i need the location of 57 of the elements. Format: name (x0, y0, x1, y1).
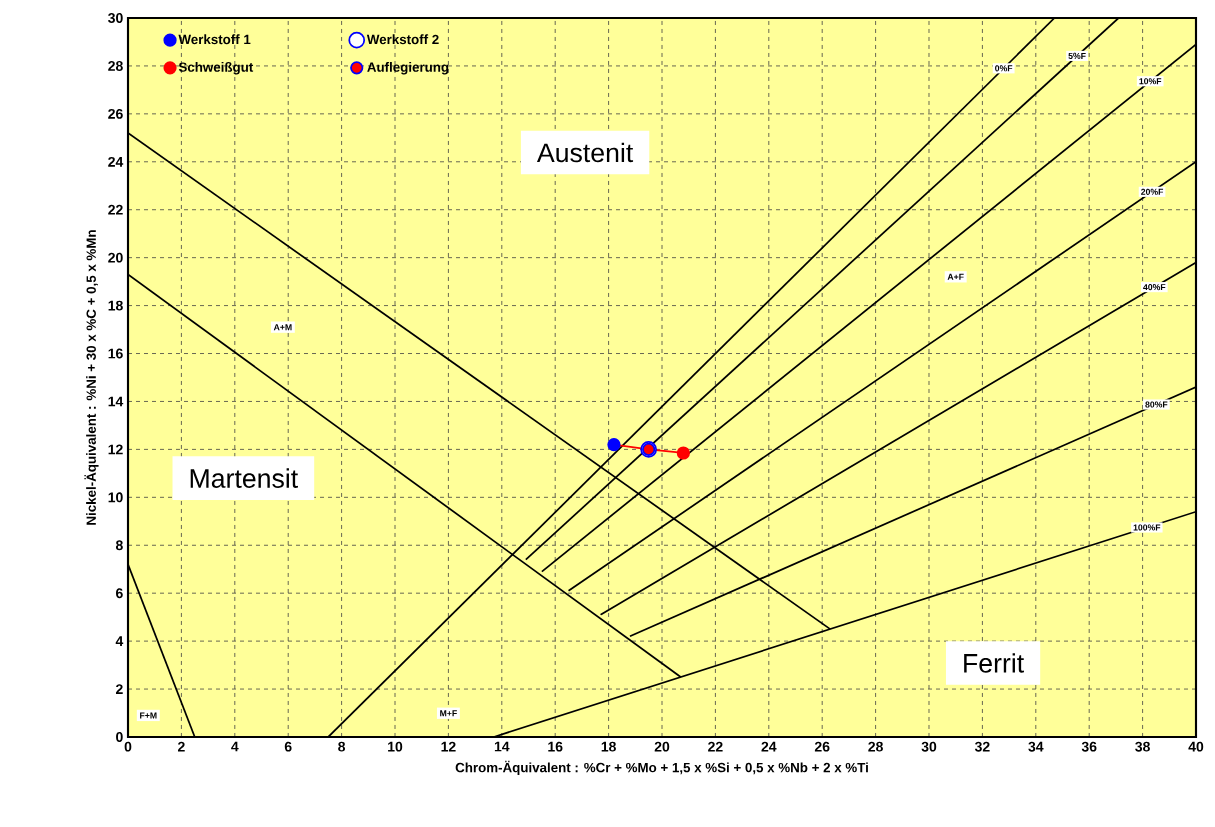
x-axis-title: Chrom-Äquivalent : %Cr + %Mo + 1,5 x %Si + 0,5 x %Nb + 2 x %Ti (455, 760, 868, 775)
x-tick-label: 22 (708, 741, 723, 752)
y-tick-label: 30 (108, 13, 123, 23)
x-tick-label: 8 (338, 741, 346, 752)
annotation: Martensit (190, 468, 298, 488)
annotation: Ferrit (964, 653, 1024, 673)
series-label: 40%F (1143, 284, 1166, 291)
annotation: Austenit (536, 142, 634, 163)
annotation: A+F (947, 273, 964, 280)
x-tick-label: 12 (441, 741, 456, 752)
x-tick-label: 14 (494, 741, 510, 752)
y-tick-label: 8 (115, 540, 123, 551)
legend-label: Auflegierung (367, 62, 449, 75)
annotation: F+M (140, 712, 157, 719)
x-tick-label: 0 (124, 741, 132, 752)
x-tick-label: 36 (1081, 741, 1097, 752)
series-label: 80%F (1145, 401, 1168, 408)
x-tick-label: 32 (974, 741, 990, 752)
y-tick-label: 28 (108, 60, 123, 71)
x-tick-label: 38 (1135, 741, 1150, 752)
y-tick-label: 2 (115, 684, 123, 694)
y-tick-label: 14 (108, 396, 124, 407)
legend-label: Werkstoff 1 (178, 34, 251, 45)
y-tick-label: 4 (115, 636, 124, 646)
series-label: 20%F (1141, 188, 1164, 195)
annotation: A+M (273, 324, 292, 331)
legend-label: Werkstoff 2 (366, 34, 439, 45)
x-tick-label: 30 (921, 741, 937, 752)
x-tick-label: 20 (654, 741, 670, 752)
x-tick-label: 18 (601, 741, 616, 752)
series-label: 0%F (995, 65, 1013, 72)
x-tick-label: 6 (284, 741, 292, 752)
series-label: 10%F (1139, 78, 1162, 85)
series-label: 5%F (1068, 52, 1086, 59)
y-tick-label: 22 (108, 204, 123, 215)
x-tick-label: 16 (548, 741, 563, 752)
y-tick-label: 26 (108, 108, 123, 119)
y-axis-title: Nickel-Äquivalent : %Ni + 30 x %C + 0,5 x %Mn (84, 230, 99, 525)
x-tick-label: 10 (388, 741, 403, 752)
y-tick-label: 0 (116, 732, 123, 742)
y-tick-label: 20 (108, 252, 123, 263)
y-tick-label: 12 (108, 444, 123, 455)
x-tick-label: 4 (231, 741, 239, 752)
x-tick-label: 34 (1028, 741, 1044, 752)
legend-label: Schweißgut (178, 62, 254, 75)
y-tick-label: 6 (116, 588, 123, 599)
y-tick-label: 24 (108, 156, 124, 167)
y-tick-label: 10 (108, 492, 123, 503)
annotation: M+F (440, 710, 457, 717)
x-tick-label: 40 (1188, 741, 1204, 752)
y-tick-label: 18 (108, 300, 123, 311)
x-tick-label: 28 (868, 741, 883, 752)
x-tick-label: 2 (177, 741, 185, 752)
x-tick-label: 26 (814, 741, 830, 752)
y-tick-label: 16 (108, 348, 123, 359)
x-tick-label: 24 (761, 741, 777, 752)
series-label: 100%F (1133, 524, 1161, 531)
